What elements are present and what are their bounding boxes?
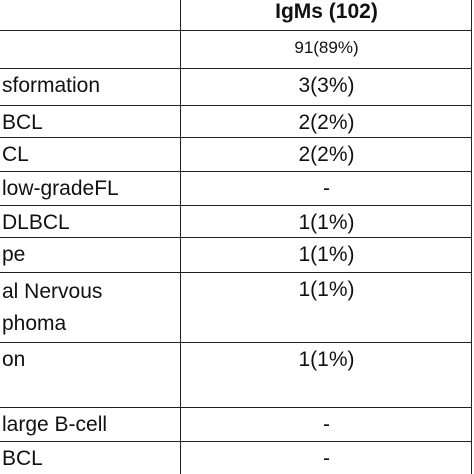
row-value: 1(1%) xyxy=(298,348,355,371)
row-divider xyxy=(0,171,472,172)
row-label: low-gradeFL xyxy=(2,177,119,200)
row-label: large B-cell xyxy=(2,413,108,436)
row-value: - xyxy=(323,447,330,470)
row-value: 1(1%) xyxy=(298,278,355,301)
row-divider xyxy=(0,105,472,106)
row-label: sformation xyxy=(2,74,101,97)
row-label: pe xyxy=(2,243,26,266)
row-label: al Nervous xyxy=(2,280,103,303)
row-label: DLBCL xyxy=(2,211,70,234)
row-divider xyxy=(0,272,472,273)
row-value: 91(89%) xyxy=(294,38,359,57)
row-divider xyxy=(0,237,472,238)
row-label: BCL xyxy=(2,111,43,134)
row-value: 1(1%) xyxy=(298,243,355,266)
row-divider xyxy=(0,30,472,31)
row-divider xyxy=(0,137,472,138)
header-cell: IgMs (102) xyxy=(275,0,378,23)
row-divider xyxy=(0,407,472,408)
row-divider xyxy=(0,205,472,206)
row-divider xyxy=(0,342,472,343)
row-label: phoma xyxy=(2,312,67,335)
row-value: 3(3%) xyxy=(298,74,355,97)
row-label: CL xyxy=(2,143,29,166)
row-value: - xyxy=(323,177,330,200)
row-value: 2(2%) xyxy=(298,111,355,134)
row-value: - xyxy=(323,413,330,436)
row-label: on xyxy=(2,348,26,371)
row-value: 1(1%) xyxy=(298,211,355,234)
row-value: 2(2%) xyxy=(298,143,355,166)
row-label: BCL xyxy=(2,447,43,470)
row-divider xyxy=(0,441,472,442)
row-divider xyxy=(0,68,472,69)
